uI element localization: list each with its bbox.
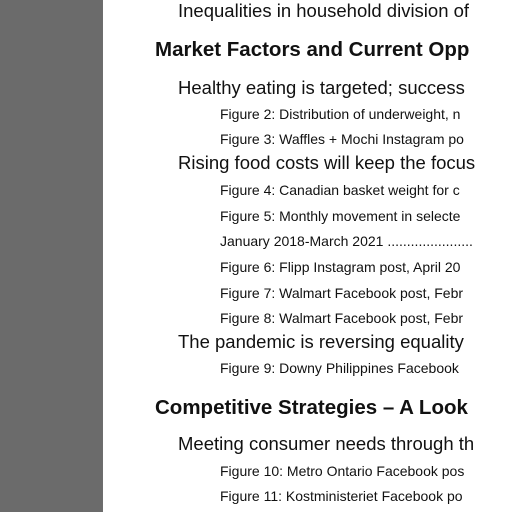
toc-figure-entry[interactable]: Figure 2: Distribution of underweight, n bbox=[220, 106, 461, 122]
toc-figure-entry-continuation[interactable]: January 2018-March 2021 ................… bbox=[220, 233, 473, 249]
toc-figure-entry[interactable]: Figure 7: Walmart Facebook post, Febr bbox=[220, 285, 464, 301]
toc-entry[interactable]: Inequalities in household division of bbox=[178, 0, 470, 21]
toc-figure-entry[interactable]: Figure 10: Metro Ontario Facebook pos bbox=[220, 463, 465, 479]
toc-entry[interactable]: The pandemic is reversing equality bbox=[178, 331, 464, 352]
toc-section-heading[interactable]: Competitive Strategies – A Look bbox=[155, 396, 468, 419]
toc-figure-entry[interactable]: Figure 4: Canadian basket weight for c bbox=[220, 182, 460, 198]
toc-entry[interactable]: Meeting consumer needs through th bbox=[178, 433, 475, 454]
toc-figure-entry[interactable]: Figure 5: Monthly movement in selecte bbox=[220, 208, 461, 224]
toc-figure-entry[interactable]: Figure 8: Walmart Facebook post, Febr bbox=[220, 310, 464, 326]
toc-section-heading[interactable]: Market Factors and Current Opp bbox=[155, 38, 470, 61]
viewer-gutter bbox=[0, 0, 102, 512]
toc-figure-entry[interactable]: Figure 3: Waffles + Mochi Instagram po bbox=[220, 131, 464, 147]
toc-entry[interactable]: Rising food costs will keep the focus bbox=[178, 152, 476, 173]
toc-figure-entry[interactable]: Figure 9: Downy Philippines Facebook bbox=[220, 360, 459, 376]
toc-figure-entry[interactable]: Figure 11: Kostministeriet Facebook po bbox=[220, 488, 463, 504]
toc-figure-entry[interactable]: Figure 6: Flipp Instagram post, April 20 bbox=[220, 259, 461, 275]
document-page[interactable]: Inequalities in household division of Ma… bbox=[103, 0, 512, 512]
toc-entry[interactable]: Healthy eating is targeted; success bbox=[178, 77, 465, 98]
